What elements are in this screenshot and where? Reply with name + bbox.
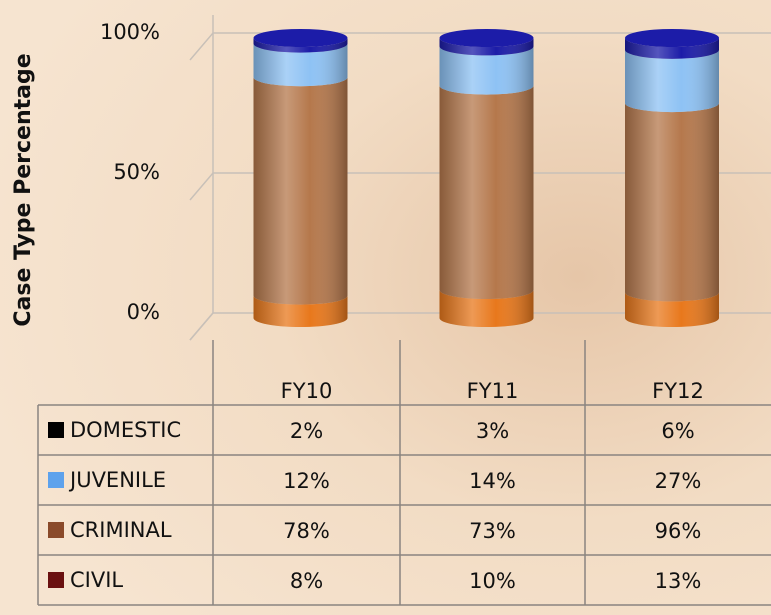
- x-tick-label: FY10: [281, 379, 333, 403]
- table-cell: 12%: [283, 469, 330, 493]
- cylinder-shade: [625, 50, 719, 112]
- x-tick-label: FY11: [467, 379, 519, 403]
- table-cell: 2%: [290, 419, 323, 443]
- table-cell: 13%: [655, 569, 702, 593]
- table-cell: 96%: [655, 519, 702, 543]
- legend-label: DOMESTIC: [70, 418, 181, 442]
- y-tick-label: 50%: [113, 160, 160, 184]
- legend-key: [48, 472, 64, 488]
- cylinder-cap: [440, 29, 534, 47]
- table-cell: 10%: [469, 569, 516, 593]
- table-cell: 27%: [655, 469, 702, 493]
- table-cell: 73%: [469, 519, 516, 543]
- legend-key: [48, 572, 64, 588]
- y-tick-label: 100%: [100, 20, 160, 44]
- legend-label: CIVIL: [70, 568, 123, 592]
- y-tick-label: 0%: [127, 300, 160, 324]
- cylinder-cap: [254, 29, 348, 47]
- x-tick-label: FY12: [652, 379, 704, 403]
- table-cell: 78%: [283, 519, 330, 543]
- table-cell: 3%: [476, 419, 509, 443]
- legend-key: [48, 422, 64, 438]
- legend-label: JUVENILE: [68, 468, 166, 492]
- y-axis-title: Case Type Percentage: [11, 53, 36, 326]
- cylinder-cap: [625, 29, 719, 47]
- cylinder-shade: [440, 86, 534, 299]
- table-cell: 6%: [661, 419, 694, 443]
- cylinder-shade: [625, 103, 719, 301]
- cylinder-shade: [254, 77, 348, 304]
- legend-label: CRIMINAL: [70, 518, 172, 542]
- table-cell: 8%: [290, 569, 323, 593]
- chart: Case Type Percentage 0% 50% 100% FY10 FY11 FY…: [0, 0, 771, 615]
- legend-key: [48, 522, 64, 538]
- table-cell: 14%: [469, 469, 516, 493]
